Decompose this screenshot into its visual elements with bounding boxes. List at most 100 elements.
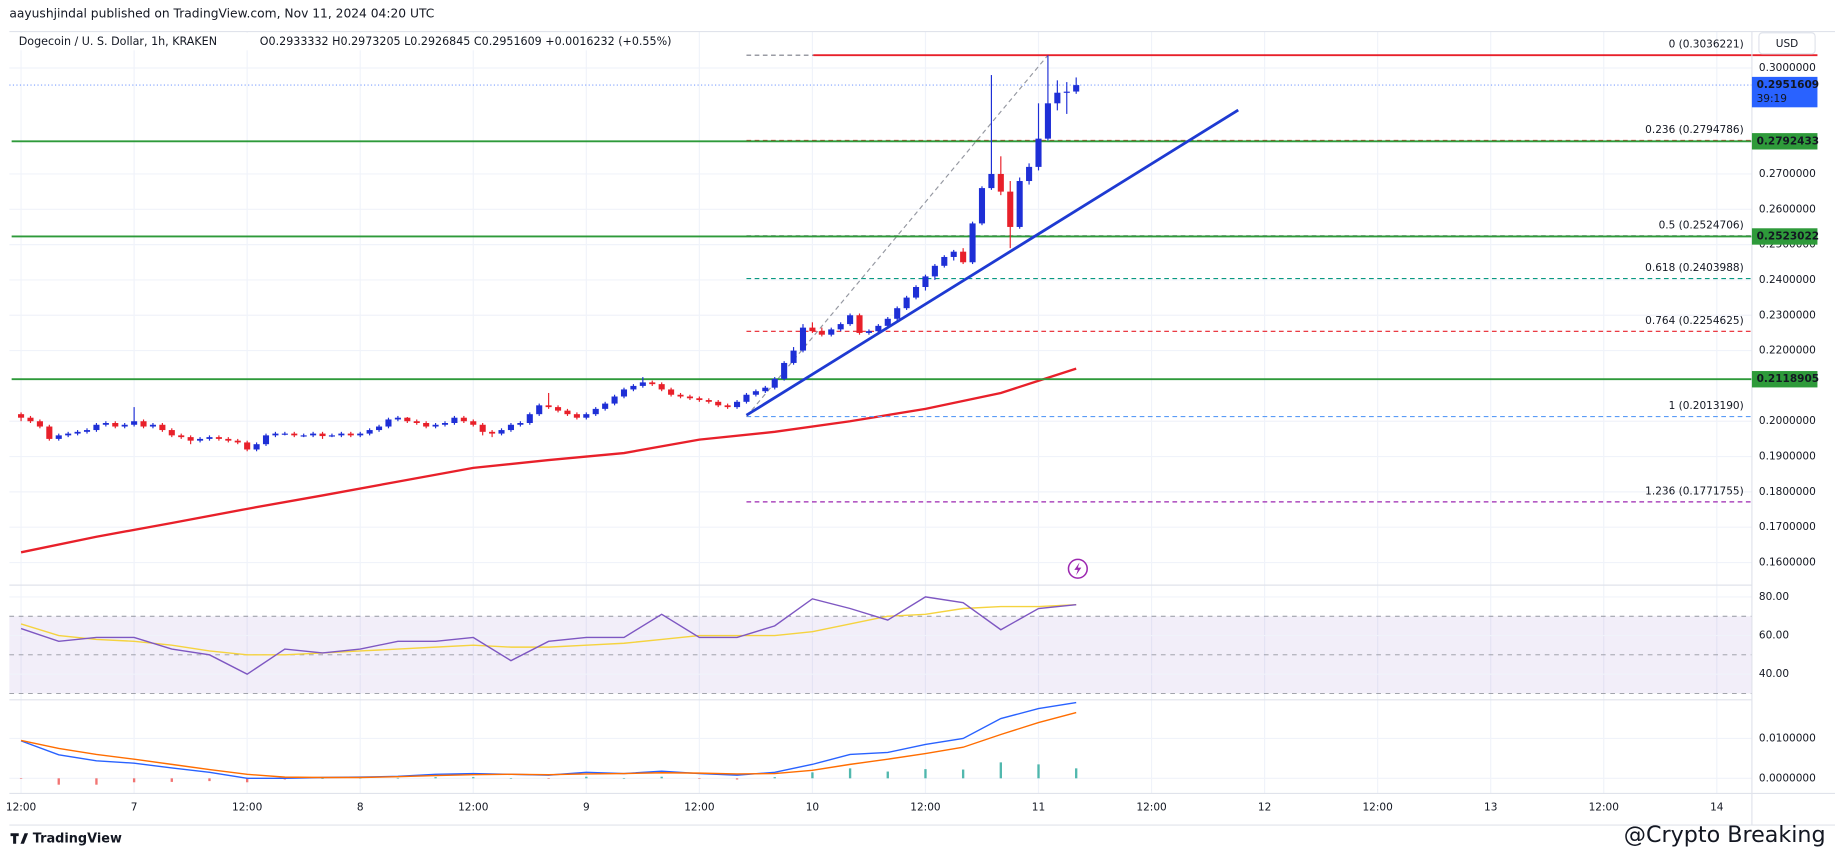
fib-label: 1 (0.2013190): [1669, 400, 1744, 412]
candle-body: [630, 385, 637, 390]
candle-body: [592, 408, 599, 415]
candle-body: [536, 405, 543, 415]
macd-histogram-bar: [1037, 764, 1040, 779]
y-tick-label: 0.2400000: [1759, 274, 1816, 286]
fib-label: 0.764 (0.2254625): [1645, 315, 1744, 327]
macd-histogram-bar: [1075, 768, 1078, 779]
last-price-label: 0.2951609: [1757, 79, 1820, 91]
candle-body: [809, 327, 816, 332]
candle-body: [149, 424, 156, 427]
candle-body: [55, 435, 62, 439]
macd-histogram-bar: [811, 772, 814, 779]
footer-brand: TradingView: [33, 832, 122, 847]
candle-body: [168, 430, 175, 436]
alert-icon[interactable]: [1067, 558, 1088, 579]
level-tag: [1751, 228, 1818, 245]
fib-label: 0 (0.3036221): [1669, 39, 1744, 51]
candle-body: [385, 419, 392, 427]
candle-body: [1026, 166, 1033, 182]
countdown: 39:19: [1757, 93, 1787, 105]
candle-body: [1054, 92, 1061, 104]
candle-body: [432, 424, 439, 427]
candle-body: [847, 315, 854, 325]
macd-histogram-bar: [245, 778, 249, 783]
macd-histogram-bar: [660, 776, 663, 779]
candle-body: [338, 433, 345, 436]
candle-body: [1007, 191, 1014, 227]
candle-body: [677, 394, 684, 397]
candle-body: [828, 329, 835, 335]
level-tag-label: 0.2792433: [1757, 135, 1820, 147]
macd-histogram-bar: [170, 778, 173, 782]
x-tick-label: 11: [1032, 801, 1045, 813]
candle-body: [865, 331, 872, 333]
candle-body: [752, 391, 759, 395]
candle-body: [394, 417, 401, 420]
macd-histogram-bar: [132, 778, 136, 783]
x-tick-label: 7: [131, 801, 138, 813]
candle-body: [884, 318, 891, 326]
candle-body: [988, 173, 995, 189]
candle-body: [762, 387, 769, 392]
candle-body: [83, 430, 91, 432]
moving-average: [20, 367, 1077, 554]
candle-body: [639, 382, 646, 386]
candle-body: [564, 410, 571, 415]
candle-body: [686, 396, 693, 399]
x-tick-label: 12:00: [910, 801, 940, 813]
y-tick-label: 0.2300000: [1759, 309, 1816, 321]
candle-body: [498, 430, 505, 434]
level-tag: [1751, 133, 1818, 150]
candle-body: [649, 382, 656, 385]
candle-body: [112, 423, 119, 427]
candle-body: [131, 421, 138, 425]
macd-histogram-bar: [208, 778, 211, 782]
candle-body: [545, 405, 552, 408]
fib-label: 0.618 (0.2403988): [1645, 262, 1744, 274]
candle-body: [93, 424, 100, 431]
candle-body: [347, 433, 354, 436]
y-tick-label: 0.2600000: [1759, 203, 1816, 215]
candle-body: [253, 444, 260, 450]
candle-body: [611, 396, 618, 404]
x-tick-label: 12:00: [1362, 801, 1392, 813]
candle-body: [894, 308, 901, 319]
x-tick-label: 12:00: [1589, 801, 1619, 813]
candle-body: [517, 423, 524, 425]
macd-histogram-bar: [886, 771, 889, 779]
candle-body: [818, 331, 825, 335]
candle-body: [696, 398, 703, 401]
candle-body: [507, 424, 514, 431]
macd-histogram-bar: [999, 762, 1002, 779]
macd-histogram-bar: [509, 778, 513, 779]
x-tick-label: 12:00: [232, 801, 262, 813]
level-tag-label: 0.2523022: [1757, 230, 1820, 242]
x-tick-label: 10: [806, 801, 819, 813]
candle-body: [74, 431, 81, 434]
candle-body: [460, 417, 467, 422]
candle-body: [715, 401, 722, 406]
y-tick-label: 0.0100000: [1759, 732, 1816, 744]
candle-body: [423, 423, 430, 427]
level-tag-label: 0.2118905: [1757, 373, 1820, 385]
level-tag: [1751, 371, 1818, 388]
plot-layer: [9, 54, 1818, 785]
candle-body: [799, 327, 807, 351]
x-tick-label: 8: [357, 801, 364, 813]
x-tick-label: 12:00: [6, 801, 36, 813]
x-tick-label: 12:00: [684, 801, 714, 813]
candle-body: [978, 188, 986, 224]
fib-label: 0.236 (0.2794786): [1645, 124, 1744, 136]
candle-body: [743, 394, 750, 402]
macd-histogram-bar: [848, 768, 852, 779]
x-tick-label: 14: [1710, 801, 1724, 813]
currency-box[interactable]: [1758, 32, 1816, 55]
macd-line: [20, 711, 1077, 779]
x-tick-label: 12: [1258, 801, 1271, 813]
x-tick-label: 12:00: [1136, 801, 1166, 813]
x-tick-label: 9: [583, 801, 590, 813]
candle-body: [1016, 181, 1023, 227]
